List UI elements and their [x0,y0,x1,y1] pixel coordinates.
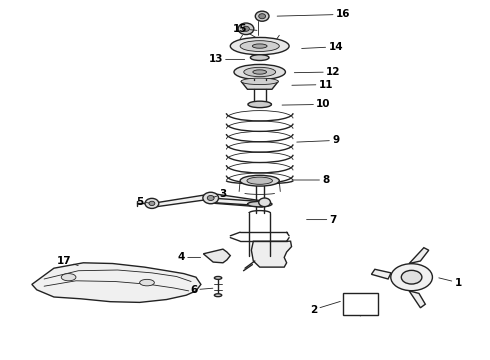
Circle shape [238,23,254,35]
Ellipse shape [230,37,289,55]
Circle shape [149,201,155,206]
Text: 6: 6 [190,285,213,295]
Polygon shape [371,269,391,279]
Circle shape [259,14,266,19]
Ellipse shape [247,177,272,184]
Ellipse shape [247,202,272,207]
Ellipse shape [391,264,432,291]
Ellipse shape [252,44,267,48]
Text: 9: 9 [297,135,339,145]
Polygon shape [409,248,429,264]
Circle shape [207,195,214,201]
Text: 4: 4 [177,252,200,262]
Circle shape [203,192,219,204]
Ellipse shape [253,70,267,74]
Text: 16: 16 [277,9,350,19]
Polygon shape [152,194,267,207]
Polygon shape [251,241,292,267]
Ellipse shape [61,274,76,281]
Polygon shape [241,81,278,89]
Ellipse shape [244,67,275,77]
Ellipse shape [240,175,279,186]
Text: 1: 1 [439,278,462,288]
Text: 7: 7 [307,215,337,225]
Text: 8: 8 [292,175,329,185]
Ellipse shape [250,55,269,60]
Ellipse shape [215,276,222,279]
Text: 10: 10 [282,99,331,109]
Ellipse shape [234,64,285,80]
Polygon shape [32,263,201,302]
Ellipse shape [241,78,278,85]
Text: 2: 2 [310,301,341,315]
Text: 14: 14 [302,42,343,52]
Text: 12: 12 [294,67,341,77]
Text: 13: 13 [208,54,245,64]
Text: 17: 17 [56,256,78,266]
Ellipse shape [140,279,154,286]
Ellipse shape [215,294,222,297]
Polygon shape [409,291,425,308]
Circle shape [259,198,270,207]
Text: 11: 11 [292,80,333,90]
Text: 15: 15 [233,24,257,34]
Text: 3: 3 [213,189,226,199]
Circle shape [145,198,159,208]
Polygon shape [203,249,230,263]
Circle shape [243,26,249,31]
Ellipse shape [240,41,279,51]
Bar [343,293,378,315]
Ellipse shape [248,101,271,108]
Text: 5: 5 [136,197,149,207]
Circle shape [255,11,269,21]
Ellipse shape [401,270,422,284]
